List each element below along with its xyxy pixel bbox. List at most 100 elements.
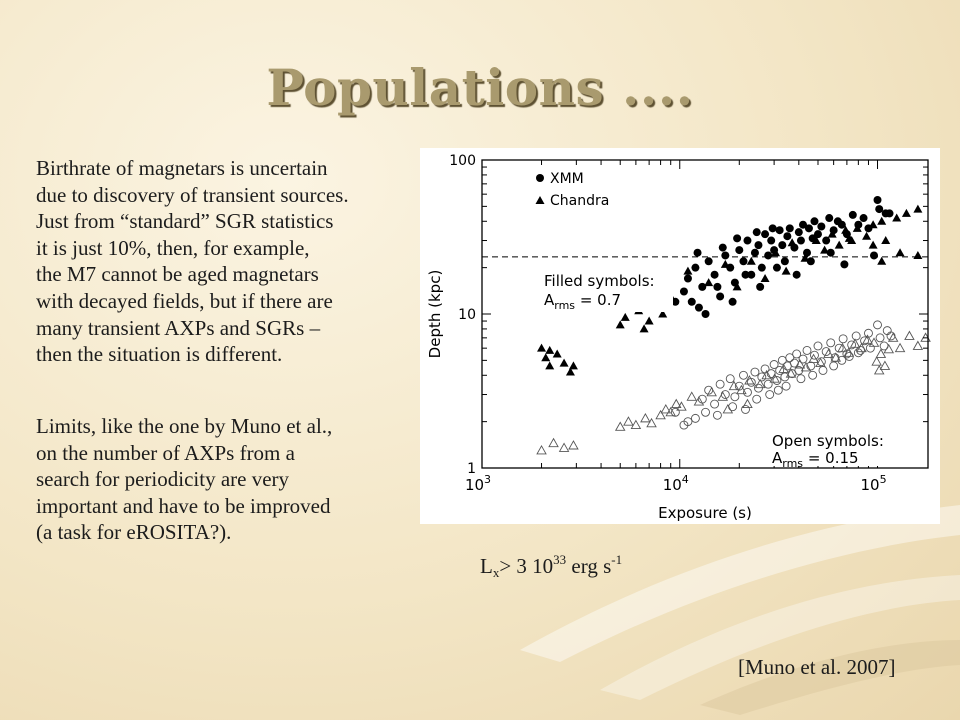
data-point-xmm-filled [783, 232, 792, 241]
data-point-chandra-open [769, 373, 780, 383]
data-point-xmm-filled [859, 214, 868, 223]
data-point-xmm-filled [754, 241, 763, 250]
data-point-xmm-filled [683, 274, 692, 283]
data-point-chandra-filled [868, 240, 878, 249]
data-point-chandra-open [548, 437, 559, 448]
data-point-chandra-open [536, 445, 547, 455]
data-point-xmm-open [818, 365, 828, 375]
data-point-xmm-open [802, 345, 812, 355]
data-point-chandra-filled [881, 236, 891, 245]
data-point-xmm-filled [875, 205, 884, 214]
data-point-xmm-filled [767, 236, 776, 245]
data-point-chandra-open [815, 357, 826, 368]
data-point-xmm-open [813, 341, 823, 351]
luminosity-caption: Lx> 3 1033 erg s-1 [480, 552, 623, 580]
data-point-xmm-open [746, 377, 756, 387]
data-point-chandra-filled [615, 320, 625, 329]
data-point-xmm-filled [837, 220, 846, 229]
data-point-xmm-filled [728, 297, 737, 306]
data-point-chandra-filled [834, 240, 844, 249]
data-point-xmm-open [775, 365, 785, 375]
data-point-xmm-filled [817, 222, 826, 231]
data-point-chandra-filled [568, 361, 578, 370]
data-point-xmm-filled [885, 209, 894, 218]
data-point-xmm-filled [785, 224, 794, 233]
data-point-xmm-filled [718, 243, 727, 252]
data-point-xmm-filled [687, 297, 696, 306]
data-point-xmm-filled [848, 210, 857, 219]
data-point-chandra-filled [811, 236, 821, 245]
data-point-xmm-filled [810, 217, 819, 226]
data-point-xmm-filled [825, 214, 834, 223]
data-point-xmm-open [739, 370, 748, 380]
data-point-xmm-filled [840, 260, 849, 269]
data-point-xmm-filled [739, 257, 748, 266]
data-point-xmm-filled [721, 251, 730, 260]
reference-citation: [Muno et al. 2007] [738, 655, 896, 679]
data-point-xmm-filled [780, 257, 789, 266]
data-point-chandra-filled [704, 278, 714, 287]
data-point-xmm-open [769, 360, 779, 369]
annotation-open-value: Arms = 0.15 [772, 449, 859, 470]
data-point-chandra-open [883, 343, 895, 354]
data-point-xmm-open [701, 407, 710, 417]
data-point-xmm-open [847, 340, 857, 350]
data-point-xmm-open [810, 350, 819, 360]
data-point-xmm-open [765, 390, 775, 399]
data-point-xmm-open [670, 407, 680, 417]
data-point-chandra-open [660, 404, 672, 414]
x-tick-label: 105 [860, 473, 886, 494]
x-axis-label: Exposure (s) [658, 504, 752, 522]
data-point-xmm-filled [741, 270, 750, 279]
data-point-xmm-filled [713, 282, 722, 291]
data-point-chandra-filled [683, 266, 693, 275]
text-line: (a task for eROSITA?). [36, 520, 232, 545]
data-point-xmm-filled [778, 241, 787, 250]
data-point-chandra-open [873, 365, 885, 375]
data-point-chandra-open [856, 342, 867, 353]
data-point-chandra-filled [787, 238, 797, 247]
data-point-chandra-open [736, 384, 747, 395]
data-point-chandra-open [722, 404, 734, 414]
data-point-chandra-open [614, 421, 626, 431]
data-point-xmm-open [766, 369, 776, 379]
paragraph-birthrate: Birthrate of magnetars is uncertain due … [36, 155, 406, 368]
data-point-chandra-open [785, 368, 797, 378]
data-point-chandra-open [778, 363, 789, 373]
data-point-chandra-open [887, 332, 899, 342]
data-point-chandra-filled [644, 316, 654, 325]
data-point-xmm-filled [698, 282, 707, 291]
data-point-xmm-open [725, 374, 735, 384]
data-point-xmm-filled [752, 228, 761, 237]
x-tick-label: 103 [465, 473, 491, 494]
data-point-xmm-filled [870, 251, 879, 260]
data-point-chandra-filled [541, 353, 551, 362]
data-point-chandra-filled [892, 213, 902, 222]
data-point-xmm-filled [792, 270, 801, 279]
data-point-xmm-open [710, 399, 720, 409]
data-point-chandra-open [655, 409, 666, 420]
data-point-chandra-filled [868, 220, 878, 229]
data-point-xmm-filled [701, 310, 710, 318]
slide-title: Populations .... [266, 58, 694, 117]
data-point-chandra-open [830, 352, 842, 362]
data-point-chandra-filled [913, 204, 923, 213]
data-point-xmm-open [679, 420, 689, 430]
data-point-chandra-filled [658, 309, 668, 318]
data-point-chandra-open [868, 337, 880, 347]
annotation-open: Open symbols: [772, 432, 884, 450]
data-point-chandra-filled [901, 208, 911, 217]
data-point-xmm-open [882, 326, 892, 336]
data-point-xmm-filled [693, 248, 702, 257]
data-point-chandra-open [728, 380, 740, 391]
data-point-chandra-open [823, 348, 834, 358]
data-point-xmm-filled [799, 220, 808, 229]
data-point-chandra-open [800, 361, 812, 372]
data-point-chandra-filled [877, 256, 887, 265]
data-point-xmm-filled [716, 292, 725, 301]
data-point-xmm-open [757, 372, 767, 382]
y-tick-label: 100 [449, 153, 476, 169]
data-point-xmm-filled [704, 257, 713, 266]
data-point-chandra-open [843, 347, 854, 357]
data-point-xmm-open [794, 365, 804, 375]
